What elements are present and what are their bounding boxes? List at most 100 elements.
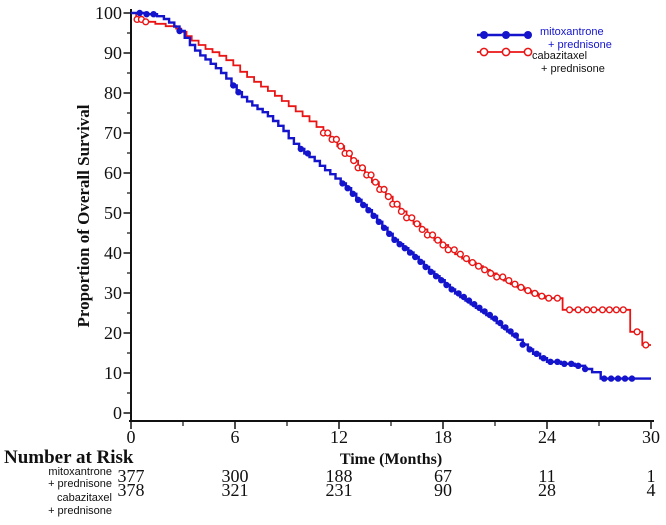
censor-mark-mitoxantrone: [465, 297, 473, 304]
censor-mark-mitoxantrone: [136, 9, 143, 17]
censor-mark-mitoxantrone: [391, 236, 398, 243]
risk-row-cabazitaxel-label-line2: + prednisone: [48, 505, 112, 517]
censor-mark-cabazitaxel: [619, 306, 627, 314]
censor-mark-mitoxantrone: [349, 190, 357, 197]
censor-mark-cabazitaxel: [605, 306, 614, 314]
censor-mark-mitoxantrone: [471, 301, 478, 308]
censor-mark-cabazitaxel: [633, 328, 641, 336]
censor-mark-cabazitaxel: [505, 277, 513, 285]
risk-count-row0-t24: 11: [538, 466, 556, 486]
legend-mitoxantrone-line1: mitoxantrone: [540, 26, 604, 38]
x-axis-title: Time (Months): [339, 451, 443, 468]
risk-row-mitoxantrone-label-line1: mitoxantrone: [48, 466, 112, 478]
risk-count-row1-t30: 4: [646, 480, 656, 500]
censor-mark-mitoxantrone: [554, 358, 561, 365]
risk-count-row1-t6: 321: [221, 480, 249, 500]
censor-mark-cabazitaxel: [493, 273, 501, 281]
censor-mark-cabazitaxel: [332, 135, 341, 144]
x-tick-label-6: 6: [230, 427, 240, 447]
y-tick-label-100: 100: [95, 3, 122, 23]
censor-mark-mitoxantrone: [502, 324, 509, 331]
censor-mark-mitoxantrone: [143, 11, 150, 18]
censor-mark-cabazitaxel: [384, 193, 393, 201]
censor-mark-mitoxantrone: [628, 375, 636, 382]
censor-mark-cabazitaxel: [358, 164, 367, 172]
risk-count-row1-t18: 90: [434, 480, 452, 500]
risk-count-row1-t0: 378: [117, 480, 145, 500]
y-tick-label-10: 10: [104, 363, 122, 383]
censor-mark-mitoxantrone: [339, 180, 346, 187]
legend-marker-open: [523, 47, 533, 57]
censor-mark-cabazitaxel: [418, 225, 426, 234]
censor-mark-cabazitaxel: [499, 273, 507, 281]
censor-mark-mitoxantrone: [540, 355, 547, 362]
y-tick-label-70: 70: [104, 123, 122, 143]
censor-mark-cabazitaxel: [367, 171, 375, 179]
x-tick-label-24: 24: [538, 427, 556, 447]
censor-mark-cabazitaxel: [545, 294, 553, 302]
risk-count-row0-t6: 300: [221, 466, 249, 486]
censor-mark-mitoxantrone: [235, 89, 242, 96]
censor-mark-mitoxantrone: [422, 263, 429, 271]
censor-mark-cabazitaxel: [511, 280, 519, 288]
risk-row-cabazitaxel-label-line1: cabazitaxel: [56, 492, 112, 504]
risk-count-row0-t30: 1: [646, 466, 656, 486]
censor-mark-cabazitaxel: [642, 341, 650, 349]
censor-mark-cabazitaxel: [408, 214, 416, 222]
censor-mark-cabazitaxel: [487, 269, 495, 278]
censor-mark-mitoxantrone: [427, 268, 435, 275]
legend-marker-filled: [524, 31, 532, 39]
x-tick-label-30: 30: [642, 427, 660, 447]
censor-mark-mitoxantrone: [432, 273, 440, 280]
censor-mark-mitoxantrone: [481, 308, 488, 315]
censor-mark-cabazitaxel: [142, 18, 150, 26]
censor-mark-mitoxantrone: [476, 304, 483, 311]
censor-mark-mitoxantrone: [581, 365, 589, 373]
censor-mark-cabazitaxel: [324, 129, 332, 137]
y-tick-label-50: 50: [104, 203, 122, 223]
censor-mark-cabazitaxel: [612, 306, 620, 314]
censor-mark-mitoxantrone: [448, 286, 455, 293]
risk-row-mitoxantrone-label-line2: + prednisone: [48, 478, 112, 490]
censor-mark-cabazitaxel: [456, 250, 464, 258]
legend-cabazitaxel-line2: + prednisone: [541, 63, 605, 75]
x-tick-label-12: 12: [330, 427, 348, 447]
censor-mark-mitoxantrone: [176, 27, 183, 35]
censor-mark-cabazitaxel: [350, 157, 358, 165]
censor-mark-cabazitaxel: [538, 292, 546, 300]
censor-mark-mitoxantrone: [601, 375, 608, 382]
censor-mark-mitoxantrone: [526, 346, 533, 353]
censor-mark-mitoxantrone: [354, 196, 362, 203]
censor-mark-cabazitaxel: [439, 241, 447, 249]
censor-mark-cabazitaxel: [393, 200, 401, 208]
censor-mark-cabazitaxel: [468, 259, 477, 267]
censor-mark-mitoxantrone: [533, 350, 540, 357]
y-tick-label-80: 80: [104, 83, 122, 103]
legend-marker-filled: [480, 31, 488, 39]
censor-mark-mitoxantrone: [401, 245, 409, 252]
censor-mark-cabazitaxel: [444, 246, 452, 254]
y-tick-label-40: 40: [104, 243, 122, 263]
legend-marker-open: [501, 47, 511, 57]
censor-mark-cabazitaxel: [345, 149, 354, 158]
censor-mark-cabazitaxel: [531, 289, 539, 298]
censor-mark-cabazitaxel: [434, 236, 442, 244]
censor-mark-mitoxantrone: [455, 290, 462, 297]
censor-mark-mitoxantrone: [512, 332, 519, 339]
risk-count-row0-t12: 188: [325, 466, 353, 486]
censor-mark-cabazitaxel: [337, 142, 345, 150]
censor-mark-mitoxantrone: [417, 258, 424, 265]
censor-mark-mitoxantrone: [486, 311, 493, 319]
y-tick-label-20: 20: [104, 323, 122, 343]
censor-mark-cabazitaxel: [565, 306, 574, 314]
legend-mitoxantrone-line2: + prednisone: [548, 39, 612, 51]
censor-mark-cabazitaxel: [524, 287, 532, 295]
censor-mark-cabazitaxel: [413, 220, 421, 228]
censor-mark-cabazitaxel: [429, 231, 437, 239]
censor-mark-mitoxantrone: [386, 230, 393, 237]
risk-count-row1-t12: 231: [325, 480, 353, 500]
legend-marker-open: [479, 47, 489, 57]
y-tick-label-60: 60: [104, 163, 122, 183]
y-tick-label-30: 30: [104, 283, 122, 303]
censor-mark-mitoxantrone: [375, 218, 383, 225]
